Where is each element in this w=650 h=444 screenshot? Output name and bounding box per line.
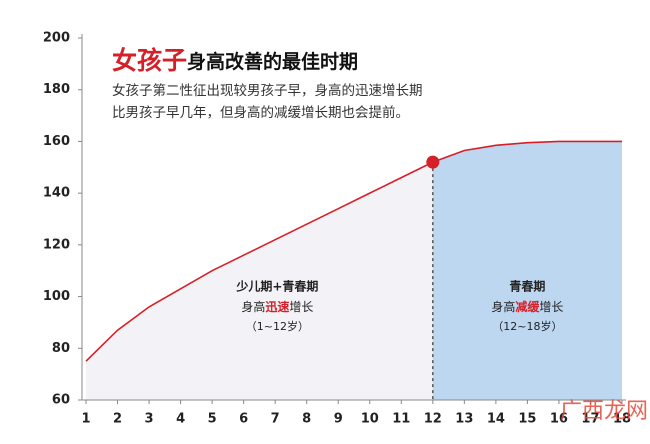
x-tick-label: 9 bbox=[334, 412, 343, 427]
line bbox=[85, 140, 622, 362]
x-tick-label: 10 bbox=[361, 412, 379, 427]
x-tick-label: 3 bbox=[145, 412, 154, 427]
desc-part: 身高 bbox=[241, 299, 265, 314]
x-tick-label: 16 bbox=[550, 412, 568, 427]
marker bbox=[426, 155, 440, 169]
x-tick-label: 6 bbox=[239, 412, 248, 427]
region-fill bbox=[432, 141, 622, 400]
y-tick-label: 120 bbox=[43, 237, 70, 252]
chart-title: 女孩子身高改善的最佳时期 bbox=[112, 46, 358, 75]
x-tick-label: 7 bbox=[271, 412, 280, 427]
region-name: 青春期 bbox=[509, 279, 545, 294]
region-name: 少儿期+青春期 bbox=[235, 279, 318, 294]
x-tick-label: 5 bbox=[208, 412, 217, 427]
desc-part: 增长 bbox=[289, 300, 313, 314]
desc-part: 身高 bbox=[491, 299, 515, 314]
y-tick-label: 200 bbox=[43, 31, 70, 46]
region-fill bbox=[86, 162, 433, 400]
watermark: 广西龙网 bbox=[560, 399, 648, 424]
x-tick-label: 14 bbox=[487, 412, 505, 427]
subtitle: 比男孩子早几年，但身高的减缓增长期也会提前。 bbox=[112, 104, 409, 121]
subtitle: 女孩子第二性征出现较男孩子早，身高的迅速增长期 bbox=[112, 82, 423, 99]
title-rest: 身高改善的最佳时期 bbox=[187, 50, 358, 73]
x-tick-label: 4 bbox=[176, 412, 185, 427]
desc-part: 迅速 bbox=[265, 299, 289, 314]
y-tick-label: 140 bbox=[43, 186, 70, 201]
y-tick-label: 100 bbox=[43, 289, 70, 304]
region-desc: 身高减缓增长 bbox=[491, 299, 563, 314]
y-tick-label: 180 bbox=[43, 82, 70, 97]
x-tick-label: 18 bbox=[613, 412, 631, 427]
x-tick-label: 17 bbox=[581, 412, 599, 427]
desc-part: 增长 bbox=[539, 300, 563, 314]
x-tick-label: 15 bbox=[518, 412, 536, 427]
x-tick-label: 2 bbox=[113, 412, 122, 427]
y-tick-label: 60 bbox=[52, 393, 70, 408]
y-tick-label: 80 bbox=[52, 341, 70, 356]
region-range: （12~18岁） bbox=[492, 319, 562, 333]
y-tick-label: 160 bbox=[43, 134, 70, 149]
x-tick-label: 8 bbox=[302, 412, 311, 427]
title-highlight: 女孩子 bbox=[112, 46, 187, 75]
region-desc: 身高迅速增长 bbox=[241, 299, 313, 314]
x-tick-label: 1 bbox=[81, 412, 90, 427]
x-tick-label: 13 bbox=[455, 412, 473, 427]
x-tick-label: 11 bbox=[392, 412, 410, 427]
desc-part: 减缓 bbox=[515, 299, 540, 314]
x-tick-label: 12 bbox=[424, 412, 442, 427]
region-range: （1~12岁） bbox=[246, 319, 309, 333]
